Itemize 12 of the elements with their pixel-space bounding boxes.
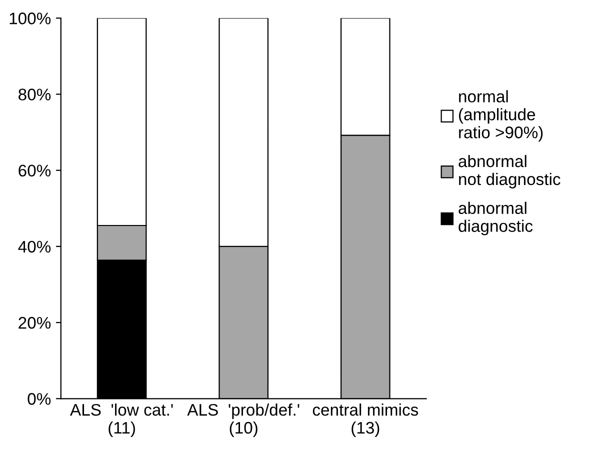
legend-label: normal (amplitude ratio >90%) (459, 90, 543, 142)
x-tick-label: ALS 'prob/def.' (10) (187, 404, 300, 437)
x-tick-label: central mimics (13) (312, 404, 418, 437)
legend-label: abnormal diagnostic (458, 202, 533, 236)
y-tick-label: 20% (18, 316, 51, 329)
legend-label: abnormal not diagnostic (458, 154, 560, 188)
y-tick-label: 100% (10, 12, 51, 24)
y-tick-label: 60% (18, 164, 51, 177)
y-tick-label: 0% (28, 393, 51, 405)
x-tick-label: ALS 'low cat.' (11) (70, 404, 173, 437)
y-tick-label: 40% (18, 240, 51, 253)
y-tick-label: 80% (18, 88, 51, 100)
